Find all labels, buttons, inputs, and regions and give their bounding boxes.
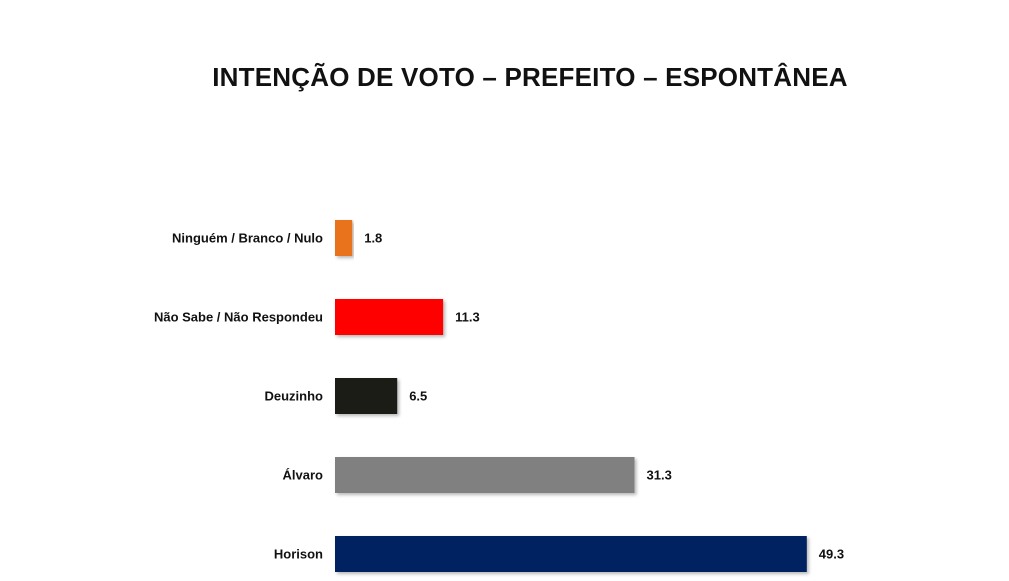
value-label-deuzinho: 6.5 [409,389,427,404]
category-label-ninguem-branco-nulo: Ninguém / Branco / Nulo [172,231,323,246]
category-label-nao-sabe-nao-respondeu: Não Sabe / Não Respondeu [154,310,323,325]
value-label-nao-sabe-nao-respondeu: 11.3 [455,310,480,325]
bar-nao-sabe-nao-respondeu [335,299,444,335]
bar-horison [335,536,807,572]
bars-layer: Ninguém / Branco / Nulo 1.8 Não Sabe / Não… [154,220,844,572]
value-label-horison: 49.3 [819,547,844,562]
category-label-alvaro: Álvaro [283,468,324,483]
bar-deuzinho [335,378,398,414]
bar-alvaro [335,457,635,493]
category-label-horison: Horison [274,547,323,562]
bar-ninguem-branco-nulo [335,220,353,256]
category-label-deuzinho: Deuzinho [265,389,324,404]
value-label-alvaro: 31.3 [647,468,672,483]
value-label-ninguem-branco-nulo: 1.8 [364,231,382,246]
chart-title: INTENÇÃO DE VOTO – PREFEITO – ESPONTÂNEA [212,62,848,92]
